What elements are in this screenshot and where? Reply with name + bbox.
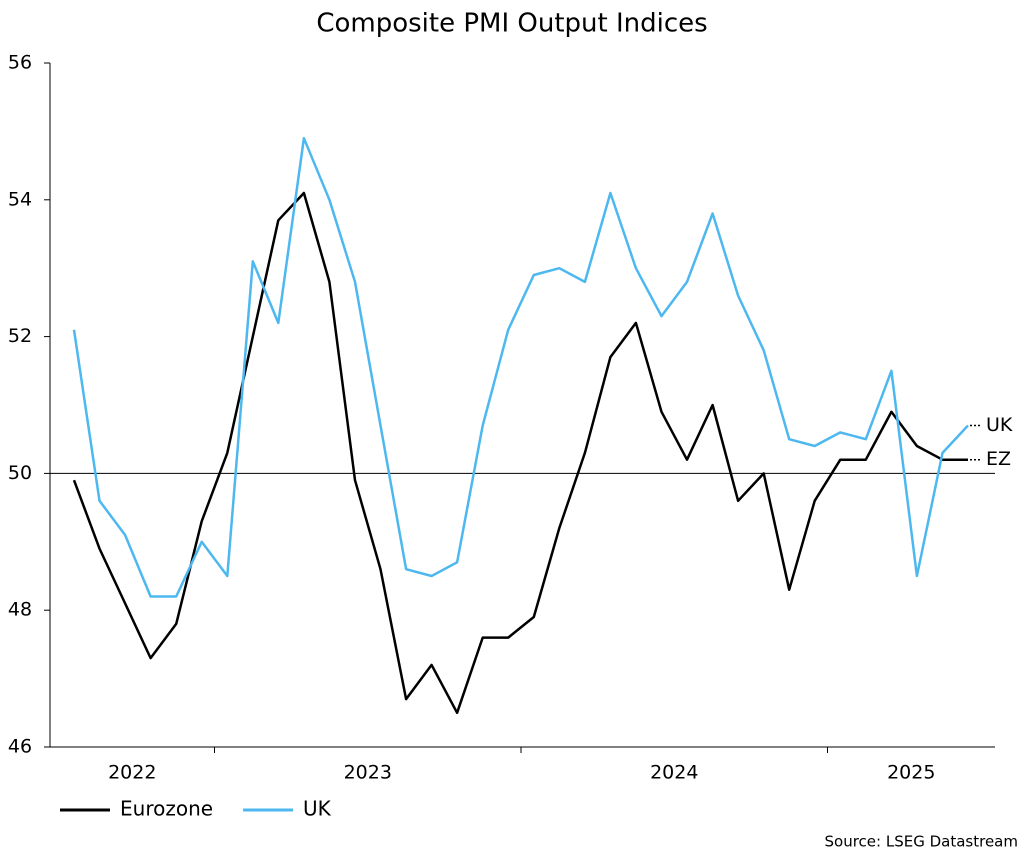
y-tick-label: 52: [8, 325, 32, 347]
end-label: UK: [986, 414, 1013, 436]
end-label: EZ: [986, 448, 1011, 470]
x-tick-label: 2024: [650, 762, 698, 784]
legend-label: Eurozone: [120, 797, 213, 821]
source-note: Source: LSEG Datastream: [825, 833, 1018, 851]
y-tick-label: 48: [8, 599, 32, 621]
legend-label: UK: [303, 797, 332, 821]
chart-title: Composite PMI Output Indices: [316, 9, 707, 39]
x-tick-label: 2023: [344, 762, 392, 784]
y-tick-label: 50: [8, 462, 32, 484]
y-tick-label: 54: [8, 188, 32, 210]
x-tick-label: 2025: [887, 762, 935, 784]
series-line: [72, 191, 968, 715]
x-tick-label: 2022: [108, 762, 156, 784]
series-line: [72, 136, 969, 598]
y-tick-label: 56: [8, 52, 32, 74]
y-tick-label: 46: [8, 736, 32, 758]
